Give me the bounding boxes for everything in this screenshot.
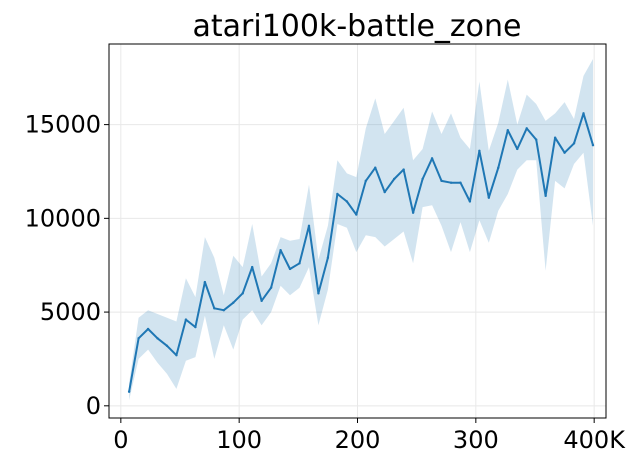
data-point: [553, 136, 557, 139]
data-point: [137, 337, 140, 340]
x-tick-label: 0: [113, 426, 128, 454]
data-point: [336, 192, 339, 196]
mean-line: [128, 112, 594, 392]
y-tick-label: 15000: [25, 111, 101, 139]
data-point: [516, 147, 519, 151]
data-point: [440, 179, 443, 183]
y-tick-label: 5000: [40, 298, 101, 326]
data-point: [222, 309, 225, 312]
data-point: [478, 149, 481, 153]
data-point: [127, 390, 131, 393]
data-point: [563, 151, 566, 154]
data-point: [241, 292, 244, 295]
data-point: [591, 144, 595, 147]
data-point: [459, 181, 462, 184]
confidence-band-layer: [129, 59, 593, 401]
data-point: [506, 129, 509, 132]
data-point: [383, 190, 386, 194]
data-point: [156, 337, 159, 340]
data-point: [279, 249, 282, 252]
data-point: [487, 196, 491, 199]
data-point: [213, 307, 216, 310]
x-tick-label: 300: [453, 426, 499, 454]
data-point: [544, 194, 547, 198]
data-point: [468, 200, 472, 203]
x-axis: 0 100 200 300 400K: [113, 418, 626, 454]
data-point: [345, 200, 349, 203]
data-point: [534, 138, 538, 141]
data-point: [411, 211, 415, 214]
chart-title: atari100k-battle_zone: [193, 9, 522, 44]
data-point: [307, 224, 311, 228]
data-point: [194, 325, 197, 329]
data-point: [364, 179, 367, 183]
mean-line-layer: [127, 112, 595, 393]
data-point: [298, 262, 301, 265]
data-point: [175, 353, 178, 357]
data-point: [525, 127, 528, 130]
data-point: [355, 213, 358, 216]
data-point: [165, 344, 169, 348]
x-tick-label: 100: [216, 426, 262, 454]
data-point: [497, 166, 500, 169]
data-point: [402, 168, 405, 171]
data-point: [232, 301, 235, 304]
y-tick-label: 10000: [25, 204, 101, 232]
x-tick-label: 400K: [563, 426, 626, 454]
data-point: [269, 286, 273, 289]
data-point: [260, 299, 263, 303]
data-point: [326, 256, 330, 259]
data-point: [203, 280, 207, 284]
data-point: [572, 142, 576, 145]
data-point: [582, 112, 585, 115]
data-point: [421, 177, 424, 181]
data-point: [392, 177, 396, 181]
grid: [109, 44, 606, 418]
data-point: [288, 267, 292, 271]
y-tick-label: 0: [86, 392, 101, 420]
data-point: [146, 327, 150, 331]
data-point: [430, 157, 434, 160]
confidence-band: [129, 59, 593, 401]
y-axis: 0 5000 10000 15000: [25, 111, 109, 420]
data-point: [374, 166, 377, 169]
data-point: [250, 265, 254, 269]
x-tick-label: 200: [335, 426, 381, 454]
data-point: [449, 181, 453, 184]
data-point: [184, 318, 188, 321]
data-point: [317, 292, 320, 295]
